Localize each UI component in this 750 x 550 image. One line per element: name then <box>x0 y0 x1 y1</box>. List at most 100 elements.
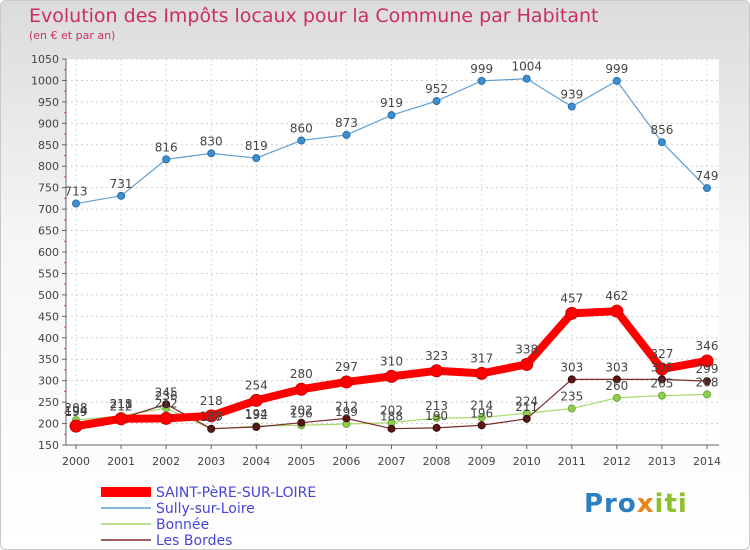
data-label: 303 <box>560 360 583 374</box>
data-point <box>703 390 711 399</box>
x-tick-label: 2011 <box>558 455 586 468</box>
data-point <box>612 393 621 402</box>
x-tick-label: 2014 <box>693 455 721 468</box>
data-label: 860 <box>290 121 313 135</box>
data-label: 202 <box>290 404 313 418</box>
data-label: 212 <box>335 399 358 413</box>
x-tick-label: 2013 <box>648 455 676 468</box>
data-point <box>159 411 173 425</box>
data-point <box>114 412 128 426</box>
y-tick-label: 1050 <box>31 53 59 66</box>
y-tick-label: 400 <box>38 332 59 345</box>
data-point <box>117 191 126 200</box>
data-label: 749 <box>696 169 719 183</box>
data-point <box>612 375 621 384</box>
legend-label: Les Bordes <box>156 533 232 549</box>
y-tick-label: 600 <box>38 246 59 259</box>
data-label: 731 <box>110 177 133 191</box>
data-point <box>567 102 576 111</box>
data-label: 194 <box>65 404 88 418</box>
legend-label: SAINT-PèRE-SUR-LOIRE <box>156 485 316 501</box>
y-tick-label: 550 <box>38 267 59 280</box>
data-point <box>657 375 666 384</box>
data-point <box>610 304 624 318</box>
data-point <box>657 138 666 147</box>
data-point <box>567 375 576 384</box>
x-tick-label: 2005 <box>287 455 315 468</box>
y-tick-label: 250 <box>38 396 59 409</box>
data-label: 346 <box>696 339 719 353</box>
data-label: 190 <box>425 409 448 423</box>
data-label: 1004 <box>511 60 542 74</box>
x-tick-label: 2004 <box>242 455 270 468</box>
legend-label: Bonnée <box>156 517 209 533</box>
data-point <box>700 354 714 368</box>
data-point <box>339 375 353 389</box>
data-label: 235 <box>560 390 583 404</box>
data-label: 236 <box>155 389 178 403</box>
legend-label: Sully-sur-Loire <box>156 501 255 517</box>
data-label: 213 <box>425 399 448 413</box>
data-point <box>385 369 398 383</box>
data-label: 310 <box>380 354 403 368</box>
data-point <box>565 306 579 320</box>
data-label: 297 <box>335 360 358 374</box>
data-label: 214 <box>470 399 493 413</box>
y-tick-label: 1000 <box>31 74 59 87</box>
y-tick-label: 450 <box>38 310 59 323</box>
data-label: 713 <box>65 185 88 199</box>
y-tick-label: 300 <box>38 375 59 388</box>
data-point <box>252 154 261 163</box>
y-tick-label: 900 <box>38 117 59 130</box>
data-label: 199 <box>65 405 88 419</box>
y-tick-label: 750 <box>38 182 59 195</box>
data-label: 830 <box>200 134 223 148</box>
data-label: 196 <box>470 406 493 420</box>
data-point <box>432 97 441 106</box>
data-label: 245 <box>155 385 178 399</box>
x-tick-label: 2001 <box>107 455 135 468</box>
data-point <box>520 357 534 371</box>
data-point <box>432 413 441 422</box>
data-point <box>703 184 711 193</box>
data-point <box>567 404 576 413</box>
data-label: 816 <box>155 140 178 154</box>
data-point <box>297 136 306 145</box>
data-label: 317 <box>470 351 493 365</box>
data-point <box>162 400 171 409</box>
data-label: 323 <box>425 349 448 363</box>
data-label: 224 <box>515 394 538 408</box>
data-label: 187 <box>200 410 223 424</box>
y-tick-label: 500 <box>38 289 59 302</box>
data-point <box>297 418 306 427</box>
y-tick-label: 850 <box>38 139 59 152</box>
data-point <box>477 413 486 422</box>
chart-subtitle: (en € et par an) <box>29 29 116 42</box>
data-label: 952 <box>425 82 448 96</box>
data-point <box>204 409 218 423</box>
data-label: 338 <box>515 342 538 356</box>
data-point <box>249 393 263 407</box>
data-point <box>162 155 171 164</box>
data-point <box>294 382 308 396</box>
data-label: 939 <box>560 88 583 102</box>
y-tick-label: 800 <box>38 160 59 173</box>
x-tick-label: 2009 <box>468 455 496 468</box>
data-label: 457 <box>560 291 583 305</box>
data-label: 856 <box>650 123 673 137</box>
x-tick-label: 2006 <box>332 455 360 468</box>
data-point <box>69 419 83 433</box>
y-tick-label: 950 <box>38 96 59 109</box>
data-point <box>657 391 666 400</box>
data-point <box>72 199 80 208</box>
data-label: 999 <box>470 62 493 76</box>
data-point <box>612 76 621 85</box>
data-point <box>703 377 711 386</box>
data-label: 265 <box>650 377 673 391</box>
data-label: 208 <box>65 401 88 415</box>
data-label: 211 <box>515 400 538 414</box>
data-point <box>342 414 351 423</box>
data-point <box>477 421 486 430</box>
